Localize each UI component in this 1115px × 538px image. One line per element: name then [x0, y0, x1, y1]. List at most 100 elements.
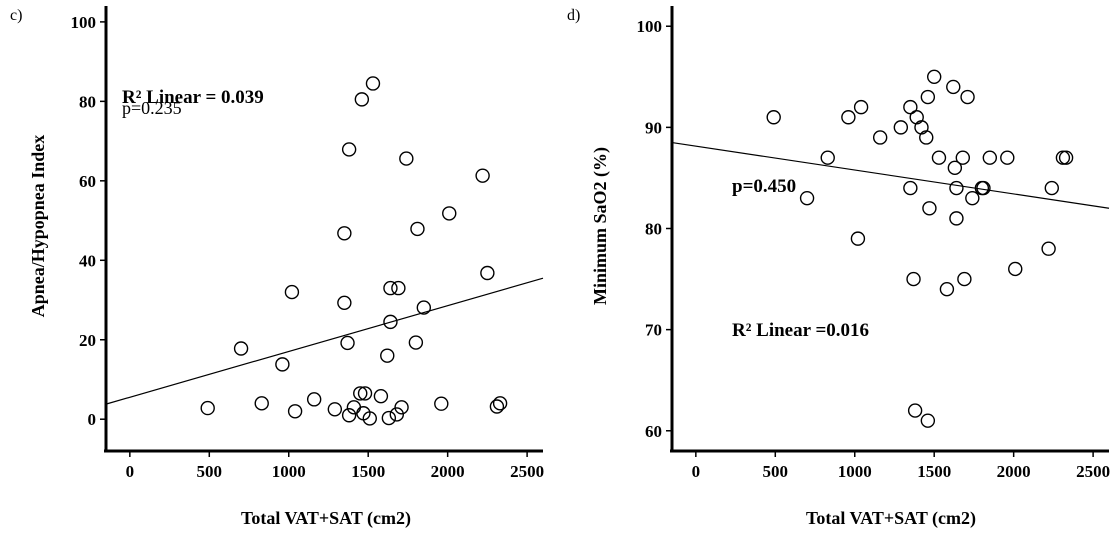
- panel-d-data-point: [906, 271, 921, 287]
- panel-c-data-point: [410, 221, 425, 237]
- panel-d-x-tick-label: 2500: [1076, 462, 1110, 481]
- panel-d-p-annotation: p=0.450: [732, 176, 796, 197]
- panel-c-data-point: [341, 408, 357, 423]
- panel-d-data-point: [920, 89, 936, 105]
- panel-c-data-point: [408, 335, 424, 350]
- panel-d-data-point: [965, 190, 980, 206]
- panel-d-data-point: [850, 231, 866, 246]
- panel-d-label: d): [567, 7, 580, 24]
- panel-c-data-point: [434, 396, 449, 411]
- panel-c-data-point: [340, 335, 355, 351]
- panel-c-data-point: [341, 142, 357, 157]
- panel-c-x-tick-label: 1000: [272, 462, 306, 481]
- panel-c-data-point: [365, 76, 381, 91]
- panel-d-data-point: [1008, 261, 1023, 277]
- panel-d-data-point: [907, 403, 923, 418]
- panel-c-data-point: [492, 396, 508, 411]
- panel-c-data-point: [383, 314, 398, 330]
- panel-d-data-point: [914, 120, 929, 135]
- panel-d-data-point: [960, 89, 975, 105]
- panel-c-y-axis-title: Apnea/Hypopnea Index: [28, 135, 48, 318]
- panel-c-y-tick-label: 0: [88, 410, 97, 429]
- panel-d-x-tick-label: 2000: [997, 462, 1031, 481]
- panel-c-r2-annotation: R² Linear = 0.039: [122, 87, 264, 108]
- panel-d-data-point: [903, 99, 918, 115]
- panel-c-x-axis-title: Total VAT+SAT (cm2): [241, 508, 411, 529]
- panel-d-x-axis-title: Total VAT+SAT (cm2): [806, 508, 976, 529]
- panel-d-y-axis-title: Minimum SaO2 (%): [590, 147, 611, 305]
- panel-c-data-point: [357, 386, 373, 401]
- panel-d-data-point: [1055, 150, 1071, 165]
- panel-c: c) 0 20 40 60 80 100 0 500 1000 1500 2000 2500 R² …: [10, 6, 544, 529]
- panel-c-data-point: [233, 341, 249, 356]
- panel-c-data-point: [399, 151, 414, 166]
- panel-c-y-tick-label: 60: [79, 172, 96, 191]
- panel-d-data-point: [949, 180, 964, 196]
- panel-d-r2-annotation: R² Linear =0.016: [732, 320, 869, 341]
- panel-c-x-ticks: 0 500 1000 1500 2000 2500: [126, 451, 544, 481]
- panel-d-data-point: [1000, 150, 1015, 165]
- panel-c-data-point: [337, 295, 352, 310]
- panel-c-y-tick-label: 100: [71, 13, 97, 32]
- panel-c-data-point: [354, 92, 370, 107]
- panel-c-x-tick-label: 2500: [510, 462, 544, 481]
- panel-c-data-point: [442, 206, 457, 221]
- panel-c-data-point: [306, 392, 322, 407]
- panel-d-data-point: [1044, 180, 1059, 196]
- panel-c-points: [200, 76, 508, 426]
- panel-c-data-point: [200, 400, 215, 416]
- panel-c-fit-line: [105, 277, 544, 405]
- panel-d-data-point: [931, 150, 947, 165]
- panel-d-x-tick-label: 0: [692, 462, 701, 481]
- panel-c-x-tick-label: 2000: [431, 462, 465, 481]
- panel-c-data-point: [337, 226, 352, 241]
- panel-d-data-point: [893, 120, 909, 135]
- panel-c-data-point: [416, 300, 432, 315]
- panel-d-data-point: [853, 99, 869, 115]
- panel-d-data-point: [920, 413, 936, 428]
- panel-c-y-tick-label: 80: [79, 92, 96, 111]
- panel-c-data-point: [394, 400, 409, 415]
- panel-c-label: c): [10, 7, 22, 24]
- panel-d-y-tick-label: 80: [645, 220, 662, 239]
- panel-d-x-tick-label: 1500: [917, 462, 951, 481]
- panel-d-y-ticks: 60 70 80 90 100: [637, 17, 672, 441]
- panel-c-data-point: [373, 388, 389, 404]
- panel-d-data-point: [820, 150, 835, 165]
- panel-d-data-point: [949, 211, 964, 226]
- panel-d-data-point: [872, 130, 888, 145]
- panel-c-data-point: [380, 348, 395, 363]
- panel-c-data-point: [284, 284, 300, 300]
- panel-c-data-point: [287, 404, 303, 419]
- panel-d-data-point: [799, 190, 815, 206]
- panel-d-y-tick-label: 100: [637, 17, 663, 36]
- panel-c-data-point: [381, 410, 397, 426]
- panel-c-data-point: [362, 411, 377, 426]
- panel-c-data-point: [254, 396, 269, 411]
- panel-d-data-point: [903, 180, 918, 196]
- panel-d-data-point: [927, 69, 942, 84]
- panel-c-x-tick-label: 0: [126, 462, 135, 481]
- panel-d-data-point: [919, 130, 934, 145]
- panel-d-x-ticks: 0 500 1000 1500 2000 2500: [692, 451, 1110, 481]
- panel-d-data-point: [946, 79, 961, 95]
- panel-c-y-tick-label: 20: [79, 331, 96, 350]
- panel-d-data-point: [947, 160, 963, 176]
- panel-c-y-tick-label: 40: [79, 251, 96, 270]
- panel-d-data-point: [976, 180, 991, 196]
- panel-d-x-tick-label: 1000: [838, 462, 872, 481]
- panel-c-data-point: [353, 386, 368, 401]
- panel-c-data-point: [391, 280, 406, 296]
- panel-c-y-ticks: 0 20 40 60 80 100: [71, 13, 106, 429]
- panel-c-data-point: [383, 280, 398, 296]
- panel-d-data-point: [982, 150, 998, 165]
- panel-c-x-tick-label: 1500: [351, 462, 385, 481]
- panel-d-points: [766, 69, 1074, 428]
- panel-c-data-point: [475, 168, 490, 183]
- panel-d-data-point: [766, 110, 781, 125]
- panel-c-data-point: [489, 399, 505, 414]
- panel-d-data-point: [922, 201, 937, 216]
- panel-d-data-point: [841, 110, 856, 125]
- panel-d-data-point: [1041, 241, 1056, 256]
